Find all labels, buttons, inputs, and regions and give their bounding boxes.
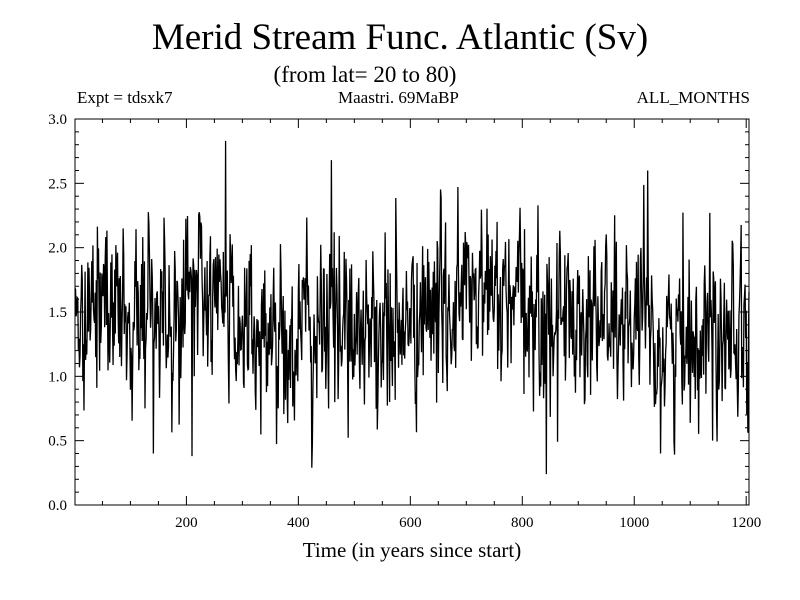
months-label: ALL_MONTHS — [636, 88, 750, 107]
chart-subtitle: (from lat= 20 to 80) — [273, 62, 457, 87]
x-tick-label: 600 — [399, 515, 422, 531]
period-label: Maastri. 69MaBP — [338, 88, 459, 107]
x-tick-label: 1200 — [731, 515, 761, 531]
y-tick-label: 1.0 — [48, 369, 67, 385]
x-tick-label: 200 — [175, 515, 198, 531]
x-tick-labels: 200 400 600 800 1000 1200 — [175, 515, 761, 531]
x-tick-label: 400 — [287, 515, 310, 531]
x-tick-label: 1000 — [619, 515, 649, 531]
x-tick-label: 800 — [511, 515, 534, 531]
chart-title: Merid Stream Func. Atlantic (Sv) — [151, 17, 649, 58]
y-tick-label: 2.0 — [48, 241, 67, 257]
y-tick-label: 1.5 — [48, 305, 67, 321]
y-tick-label: 0.5 — [48, 434, 67, 450]
axis-ticks — [75, 118, 749, 506]
y-tick-label: 0.0 — [48, 498, 67, 514]
y-tick-label: 3.0 — [48, 112, 67, 128]
y-tick-labels: 0.0 0.5 1.0 1.5 2.0 2.5 3.0 — [48, 112, 67, 514]
experiment-label: Expt = tdsxk7 — [77, 88, 173, 107]
x-axis-label: Time (in years since start) — [302, 538, 522, 562]
series-line — [74, 140, 750, 475]
y-tick-label: 2.5 — [48, 176, 67, 192]
